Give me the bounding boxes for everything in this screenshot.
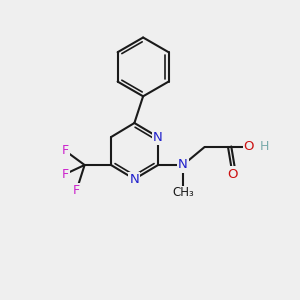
Text: O: O	[244, 140, 254, 154]
Text: O: O	[227, 167, 238, 181]
Text: CH₃: CH₃	[172, 186, 194, 199]
Text: N: N	[130, 172, 139, 186]
Text: N: N	[178, 158, 188, 172]
Text: N: N	[153, 130, 163, 144]
Text: F: F	[62, 167, 69, 181]
Text: H: H	[260, 140, 270, 154]
Text: F: F	[73, 184, 80, 197]
Text: F: F	[62, 144, 69, 158]
